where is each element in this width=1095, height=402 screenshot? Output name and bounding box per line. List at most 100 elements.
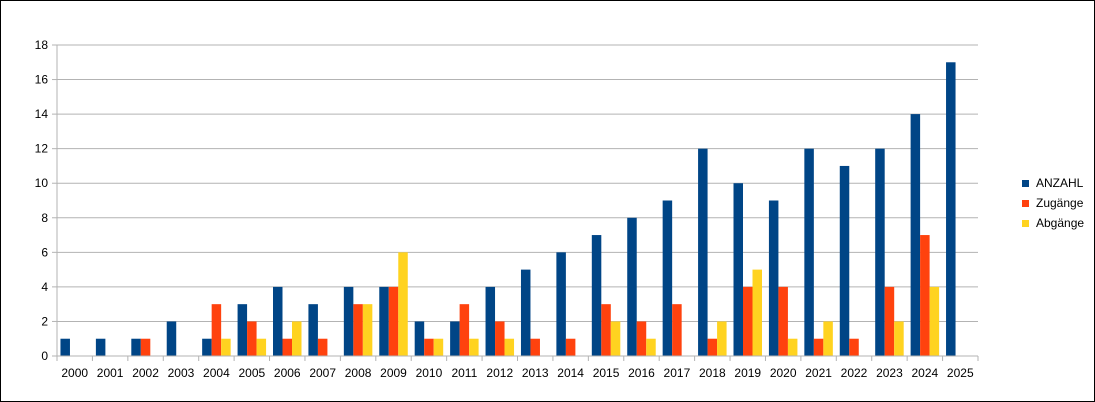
bar-anzahl-2009 <box>379 286 389 356</box>
legend-swatch-abgänge <box>1022 220 1029 227</box>
bar-abgänge-2011 <box>469 338 479 356</box>
bar-anzahl-2015 <box>591 235 602 356</box>
bar-anzahl-2011 <box>450 321 460 356</box>
x-axis-ticks: 2000 2001 2002 2003 2004 2005 2006 2007 2008 2009… <box>56 356 979 380</box>
bar-abgänge-2024 <box>929 286 940 356</box>
bar-anzahl-2023 <box>875 148 885 356</box>
x-tick-label: 2003 <box>168 366 195 380</box>
y-tick-label: 18 <box>35 38 49 52</box>
bar-anzahl-2007 <box>308 304 318 356</box>
axes <box>56 45 978 357</box>
bar-zugänge-2005 <box>247 321 257 356</box>
y-tick-label: 6 <box>41 245 48 259</box>
bar-anzahl-2016 <box>627 217 637 356</box>
bars <box>60 62 956 357</box>
y-tick-label: 2 <box>41 314 48 328</box>
bar-anzahl-2010 <box>414 321 425 356</box>
x-tick-label: 2015 <box>593 366 620 380</box>
bar-zugänge-2002 <box>140 338 151 356</box>
x-tick-label: 2002 <box>132 366 159 380</box>
x-tick-label: 2007 <box>309 366 336 380</box>
bar-zugänge-2012 <box>495 321 505 356</box>
x-tick-label: 2016 <box>628 366 655 380</box>
legend-swatch-zugänge <box>1022 200 1029 207</box>
y-tick-label: 8 <box>41 211 48 225</box>
bar-zugänge-2019 <box>743 286 753 356</box>
bar-anzahl-2008 <box>343 286 354 356</box>
x-tick-label: 2013 <box>522 366 549 380</box>
x-tick-label: 2006 <box>274 366 301 380</box>
bar-anzahl-2002 <box>131 338 141 356</box>
bar-anzahl-2001 <box>95 338 106 356</box>
bar-zugänge-2024 <box>920 235 930 356</box>
y-tick-label: 4 <box>41 280 48 294</box>
y-tick-label: 10 <box>35 176 49 190</box>
bar-anzahl-2005 <box>237 304 248 356</box>
bar-zugänge-2004 <box>211 304 222 356</box>
y-axis-ticks: 0 2 4 6 8 10 12 14 16 18 <box>35 38 57 363</box>
y-tick-label: 16 <box>35 73 49 87</box>
bar-abgänge-2018 <box>717 321 727 356</box>
bar-abgänge-2005 <box>256 338 267 356</box>
bar-zugänge-2022 <box>849 338 859 356</box>
bar-zugänge-2018 <box>707 338 718 356</box>
bar-zugänge-2023 <box>884 286 895 356</box>
x-tick-label: 2018 <box>699 366 726 380</box>
bar-abgänge-2004 <box>221 338 231 356</box>
bar-abgänge-2006 <box>292 321 302 356</box>
legend-swatch-anzahl <box>1022 180 1029 187</box>
x-tick-label: 2011 <box>451 366 477 380</box>
bar-anzahl-2025 <box>946 62 956 357</box>
bar-abgänge-2012 <box>504 338 515 356</box>
bar-abgänge-2023 <box>894 321 904 356</box>
x-tick-label: 2009 <box>380 366 407 380</box>
bar-anzahl-2014 <box>556 252 566 356</box>
bar-zugänge-2021 <box>813 338 824 356</box>
bar-anzahl-2022 <box>839 165 850 356</box>
y-tick-label: 12 <box>35 142 49 156</box>
bar-abgänge-2019 <box>752 269 762 356</box>
bar-abgänge-2010 <box>433 338 444 356</box>
bar-zugänge-2011 <box>459 304 470 356</box>
x-tick-label: 2022 <box>841 366 868 380</box>
bar-anzahl-2019 <box>733 183 743 356</box>
x-tick-label: 2008 <box>345 366 372 380</box>
x-tick-label: 2025 <box>947 366 974 380</box>
bar-anzahl-2020 <box>768 200 779 356</box>
x-tick-label: 2004 <box>203 366 230 380</box>
y-tick-label: 0 <box>41 349 48 363</box>
x-tick-label: 2019 <box>734 366 761 380</box>
legend-label-abgänge: Abgänge <box>1036 216 1084 230</box>
bar-zugänge-2009 <box>388 286 399 356</box>
bar-abgänge-2021 <box>823 321 833 356</box>
x-tick-label: 2023 <box>876 366 903 380</box>
bar-anzahl-2018 <box>698 148 708 356</box>
x-tick-label: 2010 <box>416 366 443 380</box>
legend-label-anzahl: ANZAHL <box>1036 176 1084 190</box>
gridlines <box>57 44 978 357</box>
bar-anzahl-2017 <box>662 200 673 356</box>
bar-anzahl-2021 <box>804 148 814 356</box>
x-tick-label: 2012 <box>486 366 513 380</box>
x-tick-label: 2021 <box>805 366 832 380</box>
bar-abgänge-2020 <box>787 338 798 356</box>
x-tick-label: 2005 <box>238 366 265 380</box>
bar-zugänge-2020 <box>778 286 788 356</box>
bar-zugänge-2017 <box>672 304 682 356</box>
x-tick-label: 2024 <box>912 366 939 380</box>
bar-zugänge-2007 <box>317 338 328 356</box>
legend-label-zugänge: Zugänge <box>1036 196 1084 210</box>
y-tick-label: 14 <box>35 107 49 121</box>
bar-zugänge-2015 <box>601 304 611 356</box>
x-tick-label: 2014 <box>557 366 584 380</box>
bar-zugänge-2008 <box>353 304 363 356</box>
bar-abgänge-2016 <box>646 338 656 356</box>
bar-anzahl-2000 <box>60 338 70 356</box>
bar-zugänge-2010 <box>424 338 434 356</box>
x-tick-label: 2000 <box>61 366 88 380</box>
bar-abgänge-2008 <box>362 304 373 356</box>
x-tick-label: 2017 <box>664 366 691 380</box>
x-tick-label: 2020 <box>770 366 797 380</box>
